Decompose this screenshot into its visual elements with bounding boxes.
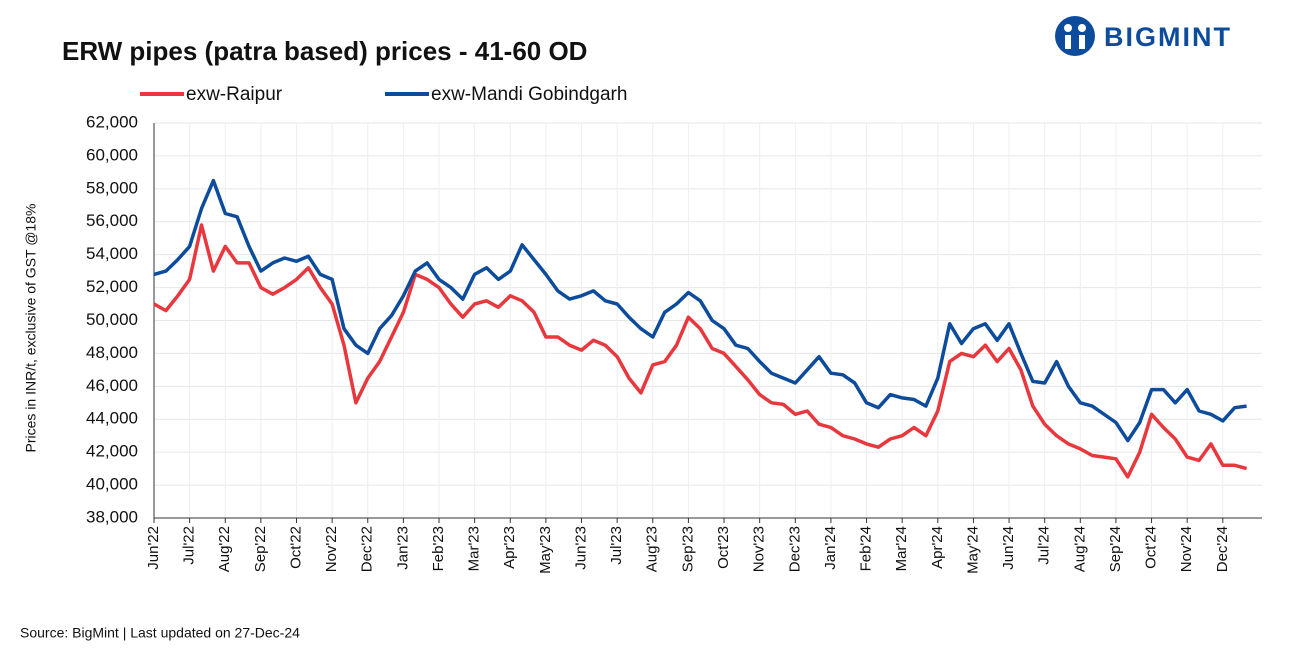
x-tick-label: Aug'22: [216, 526, 233, 572]
x-tick-label: Feb'24: [858, 526, 875, 571]
legend-label: exw-Raipur: [186, 84, 283, 105]
x-tick-label: Jul'23: [608, 526, 625, 565]
x-tick-label: Apr'24: [929, 526, 946, 569]
logo: BIGMINT: [1055, 16, 1232, 56]
x-tick-label: Jul'22: [181, 526, 198, 565]
chart-title: ERW pipes (patra based) prices - 41-60 O…: [62, 36, 587, 66]
logo-icon: [1079, 35, 1085, 49]
x-tick-label: Feb'23: [430, 526, 447, 571]
x-tick-label: Nov'22: [323, 526, 340, 572]
x-tick-label: Apr'23: [501, 526, 518, 569]
x-tick-label: Nov'23: [751, 526, 768, 572]
y-tick-label: 60,000: [86, 145, 138, 164]
x-tick-label: Mar'24: [893, 526, 910, 571]
x-tick-label: Nov'24: [1178, 526, 1195, 572]
y-tick-label: 56,000: [86, 211, 138, 230]
y-tick-label: 54,000: [86, 244, 138, 263]
x-tick-label: Sep'22: [252, 526, 269, 572]
x-tick-label: Oct'23: [715, 526, 732, 569]
x-tick-label: Mar'23: [466, 526, 483, 571]
x-tick-label: Oct'22: [287, 526, 304, 569]
x-tick-label: Oct'24: [1143, 526, 1160, 569]
y-tick-label: 40,000: [86, 475, 138, 494]
logo-text: BIGMINT: [1104, 22, 1232, 52]
x-tick-label: Aug'24: [1071, 526, 1088, 572]
series-line: [153, 178, 1247, 443]
x-tick-label: Jul'24: [1036, 526, 1053, 565]
y-tick-label: 50,000: [86, 310, 138, 329]
y-tick-label: 44,000: [86, 409, 138, 428]
x-tick-label: Jan'23: [394, 526, 411, 570]
logo-icon: [1078, 24, 1086, 32]
y-tick-label: 48,000: [86, 343, 138, 362]
x-tick-label: Dec'24: [1214, 526, 1231, 572]
x-tick-label: Sep'24: [1107, 526, 1124, 572]
logo-icon: [1064, 24, 1072, 32]
x-tick-label: Aug'23: [644, 526, 661, 572]
y-axis-label: Prices in INR/t, exclusive of GST @18%: [23, 204, 39, 453]
series-line: [153, 223, 1248, 479]
x-tick-label: Jan'24: [822, 526, 839, 570]
x-tick-label: May'24: [964, 526, 981, 574]
x-tick-label: May'23: [537, 526, 554, 574]
y-tick-label: 46,000: [86, 376, 138, 395]
y-tick-label: 38,000: [86, 507, 138, 526]
x-tick-label: Dec'23: [786, 526, 803, 572]
y-tick-label: 42,000: [86, 442, 138, 461]
y-tick-label: 62,000: [86, 112, 138, 131]
x-tick-label: Sep'23: [679, 526, 696, 572]
x-tick-label: Jun'24: [1000, 526, 1017, 570]
logo-icon: [1065, 35, 1071, 49]
x-tick-label: Jun'23: [572, 526, 589, 570]
legend-label: exw-Mandi Gobindgarh: [431, 84, 627, 105]
y-tick-label: 58,000: [86, 178, 138, 197]
source-note: Source: BigMint | Last updated on 27-Dec…: [20, 625, 300, 641]
y-tick-label: 52,000: [86, 277, 138, 296]
logo-icon: [1055, 16, 1095, 56]
x-tick-label: Jun'22: [145, 526, 162, 570]
x-tick-label: Dec'22: [359, 526, 376, 572]
